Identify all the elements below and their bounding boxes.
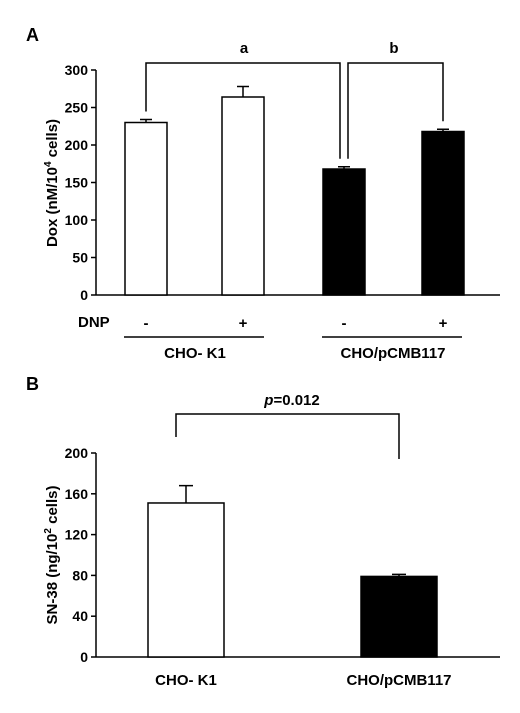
panel-a-group-labels: CHO- K1 CHO/pCMB117 <box>124 336 462 362</box>
panel-a-dnp-values: - + - + <box>144 315 448 332</box>
panel-a-bar <box>421 130 465 296</box>
panel-a-y-tick-label: 250 <box>65 100 89 116</box>
panel-b-category-label: CHO/pCMB117 <box>346 672 451 689</box>
panel-b-y-tick-label: 40 <box>72 608 88 624</box>
panel-b-y-tick-label: 0 <box>80 649 88 665</box>
panel-b-significance-bracket: p=0.012 <box>175 392 400 459</box>
panel-a-y-tick-label: 200 <box>65 137 89 153</box>
panel-a-bar <box>124 121 168 296</box>
panel-b-y-tick-label: 160 <box>65 486 89 502</box>
panel-b-bar <box>360 575 438 658</box>
panel-a-dnp-value: + <box>439 315 448 332</box>
panel-a-bracket-b-label: b <box>389 40 398 57</box>
panel-a-y-tick-label: 150 <box>65 175 89 191</box>
panel-a-dnp-value: - <box>342 315 347 332</box>
panel-a-bracket-b <box>347 62 444 159</box>
panel-a-letter: A <box>26 25 39 45</box>
panel-a-bar <box>221 96 265 296</box>
panel-b-p-symbol: p <box>263 392 273 409</box>
panel-b-y-tick-label: 80 <box>72 567 88 583</box>
panel-b-y-tick-label: 120 <box>65 527 89 543</box>
panel-a-bars <box>124 85 465 296</box>
panel-a-dnp-value: + <box>239 315 248 332</box>
panel-a-y-axis-title: Dox (nM/104 cells) <box>43 119 61 247</box>
panel-b-category-label: CHO- K1 <box>155 672 217 689</box>
panel-b-letter: B <box>26 374 39 394</box>
panel-a: A Dox (nM/104 cells) 050100150200250300 … <box>26 25 500 362</box>
panel-b-bracket <box>175 413 400 459</box>
panel-b-category-labels: CHO- K1 CHO/pCMB117 <box>155 672 451 689</box>
panel-b-p-number: =0.012 <box>273 392 319 409</box>
panel-b-p-value: p=0.012 <box>263 392 319 409</box>
panel-a-y-tick-label: 0 <box>80 287 88 303</box>
panel-a-y-tick-label: 100 <box>65 212 89 228</box>
panel-b-bar <box>147 502 225 658</box>
panel-b-y-axis-title: SN-38 (ng/102 cells) <box>43 486 61 625</box>
panel-b: B SN-38 (ng/102 cells) 0 40 80 120 160 200 p=… <box>26 374 500 689</box>
panel-a-y-tick-label: 300 <box>65 62 89 78</box>
panel-a-y-axis-title-sup: 4 <box>43 161 54 167</box>
panel-a-bracket-a <box>145 62 341 159</box>
panel-a-dnp-label: DNP <box>78 314 110 331</box>
panel-b-y-axis-title-sup: 2 <box>43 528 54 534</box>
panel-a-group-label: CHO/pCMB117 <box>340 345 445 362</box>
panel-a-group-label: CHO- K1 <box>164 345 226 362</box>
panel-a-bar <box>322 168 366 296</box>
panel-a-bracket-a-label: a <box>240 40 249 57</box>
panel-a-dnp-value: - <box>144 315 149 332</box>
panel-b-bars <box>147 484 438 658</box>
panel-b-y-tick-label: 200 <box>65 445 89 461</box>
panel-a-y-tick-label: 50 <box>72 250 88 266</box>
